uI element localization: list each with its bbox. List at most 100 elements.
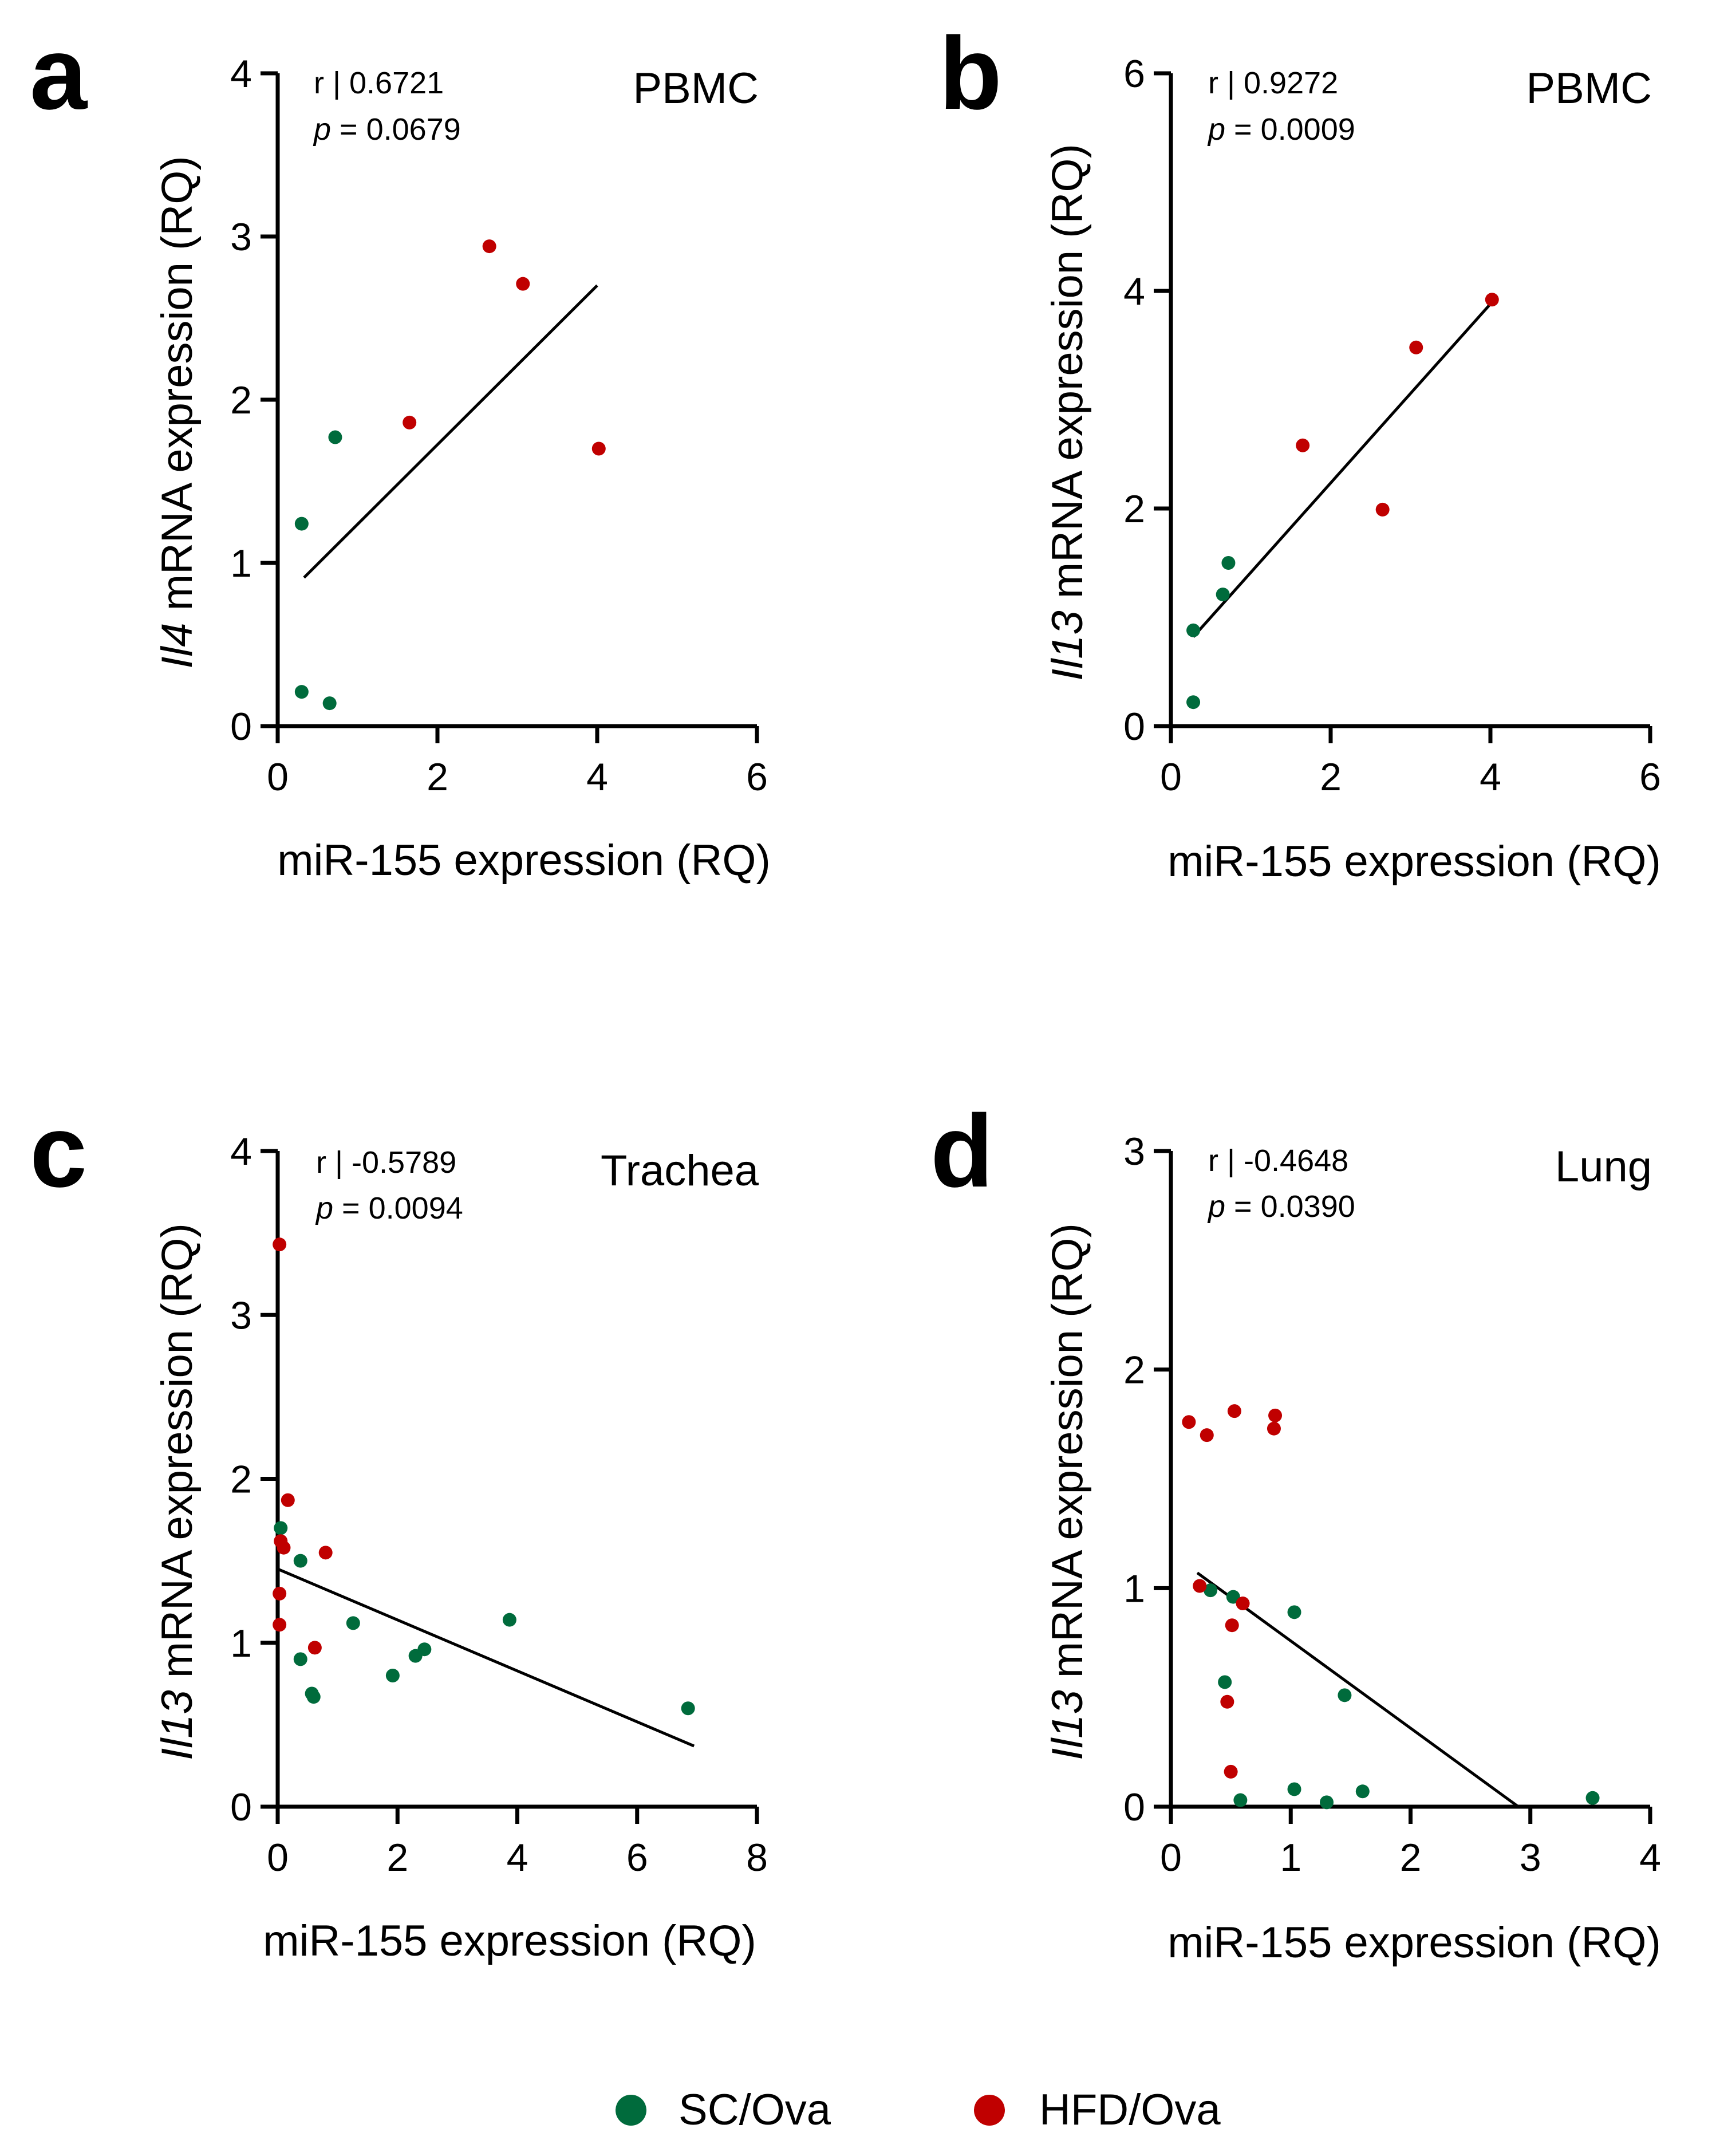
data-point-sc-ova [294,685,309,699]
x-tick-label: 6 [746,755,768,799]
y-axis-label-rest: mRNA expression (RQ) [153,156,202,622]
stat-p: p = 0.0009 [1207,112,1355,147]
y-tick-label: 2 [230,1458,252,1501]
data-point-sc-ova [1186,695,1201,710]
y-tick-label: 2 [1123,1349,1145,1392]
data-point-sc-ova [1233,1793,1248,1807]
stat-p: p = 0.0390 [1207,1189,1355,1224]
data-point-sc-ova [1287,1605,1301,1619]
legend-marker-hfd-ova [974,2095,1005,2126]
data-point-hfd-ova [273,1586,287,1601]
x-tick-label: 2 [1320,755,1342,799]
stat-p: p = 0.0679 [313,112,461,147]
data-point-sc-ova [293,1554,307,1568]
data-point-hfd-ova [591,442,606,456]
data-point-hfd-ova [1267,1421,1281,1436]
stat-r: r | 0.6721 [314,66,444,100]
panel-letter: b [939,16,1002,131]
stat-p-value: = 0.0679 [331,112,461,147]
regression-line [1192,303,1492,638]
data-point-hfd-ova [1268,1408,1283,1422]
y-axis-label-rest: mRNA expression (RQ) [1043,1223,1092,1690]
y-tick-label: 3 [230,1294,252,1337]
y-axis-gene: Il13 [153,1690,202,1760]
y-axis-label: Il13 mRNA expression (RQ) [1043,144,1092,681]
y-tick-label: 1 [230,542,252,585]
regression-line [277,1567,695,1748]
x-tick-label: 1 [1280,1836,1301,1879]
regression-line [1196,1571,1520,1808]
y-tick-label: 6 [1123,52,1145,96]
panel-b: b r | 0.9272 p = 0.0009 PBMC miR-155 exp… [939,16,1661,886]
data-point-hfd-ova [1225,1618,1239,1633]
data-point-hfd-ova [1220,1694,1234,1709]
stat-p-label: p [313,112,331,147]
data-point-hfd-ova [318,1546,333,1560]
stat-p: p = 0.0094 [315,1191,463,1225]
y-axis-label: Il13 mRNA expression (RQ) [1043,1223,1092,1760]
data-point-hfd-ova [1182,1415,1196,1429]
data-point-hfd-ova [273,1237,287,1252]
data-point-hfd-ova [1227,1404,1241,1418]
x-tick-label: 0 [1160,1836,1182,1879]
legend-label-sc-ova: SC/Ova [679,2086,831,2134]
x-axis-label: miR-155 expression (RQ) [1167,837,1661,886]
stat-p-label: p [315,1191,333,1225]
data-point-sc-ova [1338,1688,1352,1702]
stat-r: r | -0.5789 [316,1145,456,1180]
x-tick-label: 2 [1400,1836,1422,1879]
x-tick-label: 6 [1639,755,1661,799]
panel-letter: a [30,16,88,131]
data-point-hfd-ova [1296,438,1310,452]
y-axis-label-rest: mRNA expression (RQ) [1043,144,1092,610]
legend-label-hfd-ova: HFD/Ova [1039,2086,1221,2134]
y-tick-label: 3 [230,215,252,259]
data-point-sc-ova [293,1652,307,1666]
data-point-hfd-ova [1375,502,1390,517]
data-point-sc-ova [1221,556,1236,570]
x-axis-label: miR-155 expression (RQ) [1167,1918,1661,1967]
stat-r: r | -0.4648 [1208,1144,1348,1178]
y-tick-label: 3 [1123,1130,1145,1173]
stat-p-value: = 0.0094 [333,1191,463,1225]
panel-letter: c [30,1094,87,1209]
data-point-hfd-ova [281,1493,295,1507]
data-point-sc-ova [1218,1675,1232,1689]
y-tick-label: 1 [230,1622,252,1665]
tissue-label: PBMC [1526,64,1652,113]
data-point-sc-ova [1585,1791,1600,1805]
data-point-sc-ova [681,1701,695,1716]
y-tick-label: 2 [1123,487,1145,531]
stat-p-label: p [1207,112,1225,147]
panel-letter: d [930,1094,993,1209]
data-point-hfd-ova [1236,1597,1250,1611]
tissue-label: Trachea [601,1146,759,1195]
x-tick-label: 0 [267,755,289,799]
data-point-sc-ova [294,517,309,531]
x-tick-label: 6 [626,1836,648,1879]
data-point-sc-ova [385,1669,400,1682]
legend: SC/Ova HFD/Ova [616,2086,1221,2134]
x-axis-label: miR-155 expression (RQ) [263,1917,756,1965]
y-axis-gene: Il13 [1043,1690,1092,1760]
x-tick-label: 4 [1639,1836,1661,1879]
x-tick-label: 0 [1160,755,1182,799]
panel-c: c r | -0.5789 p = 0.0094 Trachea miR-155… [30,1094,768,1965]
data-point-hfd-ova [277,1540,291,1555]
x-tick-label: 2 [427,755,448,799]
data-point-sc-ova [1216,588,1230,602]
data-point-hfd-ova [1409,340,1423,354]
data-point-sc-ova [502,1613,516,1627]
data-point-sc-ova [322,696,337,711]
data-point-hfd-ova [403,415,417,429]
stat-p-value: = 0.0390 [1225,1189,1355,1224]
data-point-hfd-ova [1193,1579,1207,1593]
data-point-hfd-ova [1224,1764,1238,1779]
x-tick-label: 4 [586,755,608,799]
y-tick-label: 4 [1123,270,1145,313]
data-point-sc-ova [306,1690,321,1704]
x-tick-label: 4 [1480,755,1501,799]
x-tick-label: 3 [1520,1836,1541,1879]
data-point-hfd-ova [1485,293,1499,307]
y-tick-label: 0 [230,1786,252,1829]
